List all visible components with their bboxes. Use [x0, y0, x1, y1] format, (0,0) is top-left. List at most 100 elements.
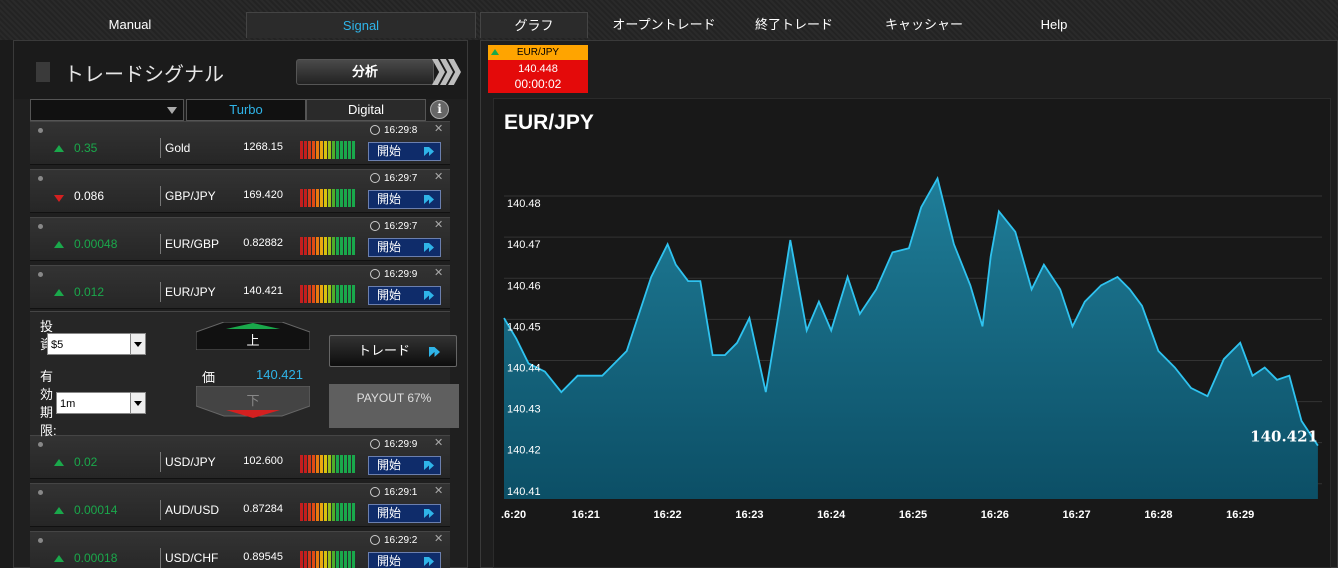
- asset-badge[interactable]: EUR/JPY 140.448 00:00:02: [488, 45, 588, 93]
- info-icon[interactable]: i: [430, 100, 449, 119]
- signal-row: 0.012 EUR/JPY 140.421 16:29:9 ✕ 開始: [30, 265, 450, 309]
- meter-bar: [344, 455, 347, 473]
- meter-bar: [348, 551, 351, 568]
- up-arrow-icon: [54, 289, 64, 296]
- price-chart-svg: EUR/JPY 140.41 140.42 140.43 140.44 140.45 14…: [501, 111, 1322, 521]
- divider: [160, 548, 161, 568]
- tab-digital[interactable]: Digital: [306, 99, 426, 121]
- start-button[interactable]: 開始: [368, 190, 441, 209]
- meter-bar: [312, 189, 315, 207]
- trade-button[interactable]: トレード: [329, 335, 457, 367]
- signal-asset: EUR/GBP: [165, 237, 220, 251]
- meter-bar: [328, 285, 331, 303]
- down-arrow-icon: [54, 195, 64, 202]
- meter-bar: [308, 551, 311, 568]
- tab-turbo[interactable]: Turbo: [186, 99, 306, 121]
- start-button[interactable]: 開始: [368, 286, 441, 305]
- call-button[interactable]: 上: [196, 322, 310, 350]
- signal-time: 16:29:1: [384, 487, 418, 498]
- signal-change: 0.086: [74, 189, 105, 203]
- close-icon[interactable]: ✕: [434, 533, 444, 545]
- asset-filter-dropdown[interactable]: [30, 99, 184, 121]
- signal-row: 0.086 GBP/JPY 169.420 16:29:7 ✕ 開始: [30, 169, 450, 213]
- up-arrow-icon: [54, 145, 64, 152]
- clock-icon: [370, 125, 380, 135]
- meter-bar: [344, 551, 347, 568]
- status-dot: [38, 224, 43, 229]
- meter-bar: [312, 285, 315, 303]
- tab-open-trade[interactable]: オープントレード: [612, 17, 716, 32]
- asset-badge-info: 140.448 00:00:02: [488, 60, 588, 93]
- close-icon[interactable]: ✕: [434, 123, 444, 135]
- signal-row: 0.00018 USD/CHF 0.89545 16:29:2 ✕ 開始: [30, 531, 450, 568]
- meter-bar: [332, 455, 335, 473]
- meter-bar: [316, 285, 319, 303]
- close-icon[interactable]: ✕: [434, 219, 444, 231]
- signal-change: 0.00014: [74, 503, 118, 517]
- y-tick-label: 140.46: [507, 280, 541, 292]
- meter-bar: [304, 455, 307, 473]
- meter-bar: [320, 189, 323, 207]
- meter-bar: [352, 455, 355, 473]
- meter-bar: [312, 503, 315, 521]
- meter-bar: [328, 237, 331, 255]
- start-button[interactable]: 開始: [368, 142, 441, 161]
- meter-bar: [308, 141, 311, 159]
- price-chart: EUR/JPY 140.41 140.42 140.43 140.44 140.45 14…: [493, 98, 1331, 568]
- meter-bar: [332, 285, 335, 303]
- clock-icon: [370, 535, 380, 545]
- meter-bar: [336, 237, 339, 255]
- up-arrow-icon: [54, 555, 64, 562]
- status-dot: [38, 442, 43, 447]
- signal-asset: AUD/USD: [165, 503, 220, 517]
- tab-graph[interactable]: グラフ: [480, 12, 588, 38]
- put-button[interactable]: 下: [196, 386, 310, 418]
- close-icon[interactable]: ✕: [434, 437, 444, 449]
- signal-change: 0.012: [74, 285, 105, 299]
- close-icon[interactable]: ✕: [434, 485, 444, 497]
- clock-icon: [370, 487, 380, 497]
- meter-bar: [328, 455, 331, 473]
- meter-bar: [324, 189, 327, 207]
- divider: [160, 234, 161, 254]
- meter-bar: [316, 189, 319, 207]
- signal-price: 0.89545: [243, 551, 283, 563]
- meter-bar: [352, 141, 355, 159]
- signal-panel: トレードシグナル 分析 Turbo Digital i 0.35 Gold 1268…: [13, 40, 468, 568]
- meter-bar: [320, 503, 323, 521]
- status-dot: [38, 538, 43, 543]
- meter-bar: [300, 141, 303, 159]
- meter-bar: [348, 237, 351, 255]
- close-icon[interactable]: ✕: [434, 171, 444, 183]
- start-button[interactable]: 開始: [368, 552, 441, 568]
- expiry-select[interactable]: 1m: [56, 392, 133, 414]
- tab-closed-trade[interactable]: 終了トレード: [754, 17, 833, 32]
- tab-signal[interactable]: Signal: [246, 12, 476, 38]
- meter-bar: [300, 455, 303, 473]
- invest-dropdown-button[interactable]: [130, 333, 146, 355]
- meter-bar: [340, 141, 343, 159]
- y-tick-label: 140.43: [507, 404, 541, 416]
- current-price: 140.421: [256, 367, 303, 382]
- start-button[interactable]: 開始: [368, 504, 441, 523]
- clock-icon: [370, 173, 380, 183]
- start-button[interactable]: 開始: [368, 456, 441, 475]
- start-button[interactable]: 開始: [368, 238, 441, 257]
- expiry-dropdown-button[interactable]: [130, 392, 146, 414]
- strength-meter: [300, 455, 356, 473]
- up-arrow-icon: [54, 507, 64, 514]
- clock-icon: [370, 269, 380, 279]
- clock-icon: [370, 439, 380, 449]
- analyze-button[interactable]: 分析: [296, 59, 461, 85]
- analyze-button-label: 分析: [296, 59, 434, 85]
- asset-badge-price: 140.448: [518, 63, 558, 75]
- tab-cashier[interactable]: キャッシャー: [884, 17, 963, 32]
- tab-help[interactable]: Help: [1040, 17, 1068, 32]
- strength-meter: [300, 551, 356, 568]
- close-icon[interactable]: ✕: [434, 267, 444, 279]
- meter-bar: [352, 285, 355, 303]
- tab-manual[interactable]: Manual: [108, 17, 152, 32]
- meter-bar: [300, 551, 303, 568]
- invest-select[interactable]: $5: [47, 333, 132, 355]
- meter-bar: [336, 285, 339, 303]
